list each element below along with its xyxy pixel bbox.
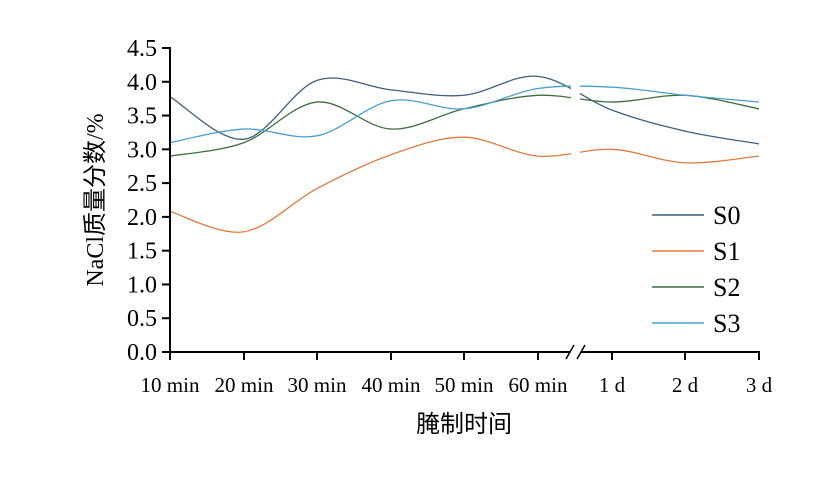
series-line-S1 [169, 136, 760, 233]
axis-break-gap [571, 40, 580, 370]
x-axis-label: 腌制时间 [416, 411, 512, 438]
y-tick-label: 3.5 [127, 104, 157, 130]
x-tick-label: 20 min [215, 373, 274, 397]
x-tick-label: 3 d [746, 373, 773, 397]
series-line-S0 [169, 75, 760, 145]
plot-area: S0 S1 S2 S3 0.0 0.5 1.0 1.5 2.0 2.5 3.0 3.5 4.0 4.5 10… [127, 36, 773, 397]
x-tick-label: 10 min [141, 373, 200, 397]
legend-label-S3: S3 [713, 309, 740, 338]
y-tick-label: 4.0 [127, 70, 157, 96]
axis-break-mark [565, 344, 575, 360]
legend-label-S2: S2 [713, 273, 740, 302]
x-tick-label: 1 d [599, 373, 626, 397]
series-line-S3 [169, 85, 760, 144]
axis-break-mark [576, 344, 586, 360]
x-tick-label: 30 min [288, 373, 347, 397]
y-axis-label: NaCl质量分数/% [82, 113, 109, 286]
y-tick-label: 1.0 [127, 272, 157, 298]
x-tick-label: 50 min [435, 373, 494, 397]
y-tick-label: 4.5 [127, 36, 157, 62]
x-tick-label: 60 min [509, 373, 568, 397]
y-tick-label: 0.5 [127, 306, 157, 332]
x-tick-label: 40 min [362, 373, 421, 397]
legend-label-S0: S0 [713, 201, 740, 230]
y-tick-label: 3.0 [127, 137, 157, 163]
x-tick-label: 2 d [672, 373, 699, 397]
y-tick-label: 0.0 [127, 340, 157, 366]
y-tick-label: 2.0 [127, 205, 157, 231]
y-tick-label: 1.5 [127, 239, 157, 265]
y-tick-label: 2.5 [127, 171, 157, 197]
legend-label-S1: S1 [713, 237, 740, 266]
series-line-S2 [169, 94, 760, 157]
